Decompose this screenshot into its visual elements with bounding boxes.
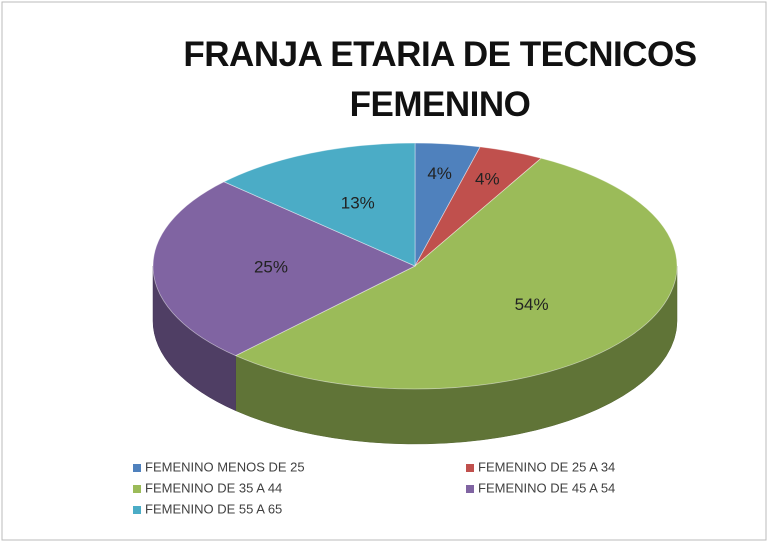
slice	[152, 181, 416, 357]
data-label: 4%	[427, 164, 452, 183]
legend-swatch	[133, 485, 141, 493]
legend-label: FEMENINO DE 55 A 65	[145, 501, 282, 516]
legend-label: FEMENINO DE 35 A 44	[145, 480, 282, 495]
legend-swatch	[133, 464, 141, 472]
chart-title: FRANJA ETARIA DE TECNICOS FEMENINO	[183, 35, 697, 124]
legend-label: FEMENINO DE 45 A 54	[478, 480, 615, 495]
data-label: 25%	[254, 258, 288, 277]
legend-swatch	[466, 464, 474, 472]
data-label: 13%	[341, 193, 375, 212]
slice	[223, 142, 416, 267]
data-label: 54%	[515, 295, 549, 314]
data-label: 4%	[475, 170, 500, 189]
legend-label: FEMENINO MENOS DE 25	[145, 459, 305, 474]
legend-label: FEMENINO DE 25 A 34	[478, 459, 615, 474]
slice	[234, 157, 678, 390]
legend-swatch	[133, 506, 141, 514]
legend-swatch	[466, 485, 474, 493]
